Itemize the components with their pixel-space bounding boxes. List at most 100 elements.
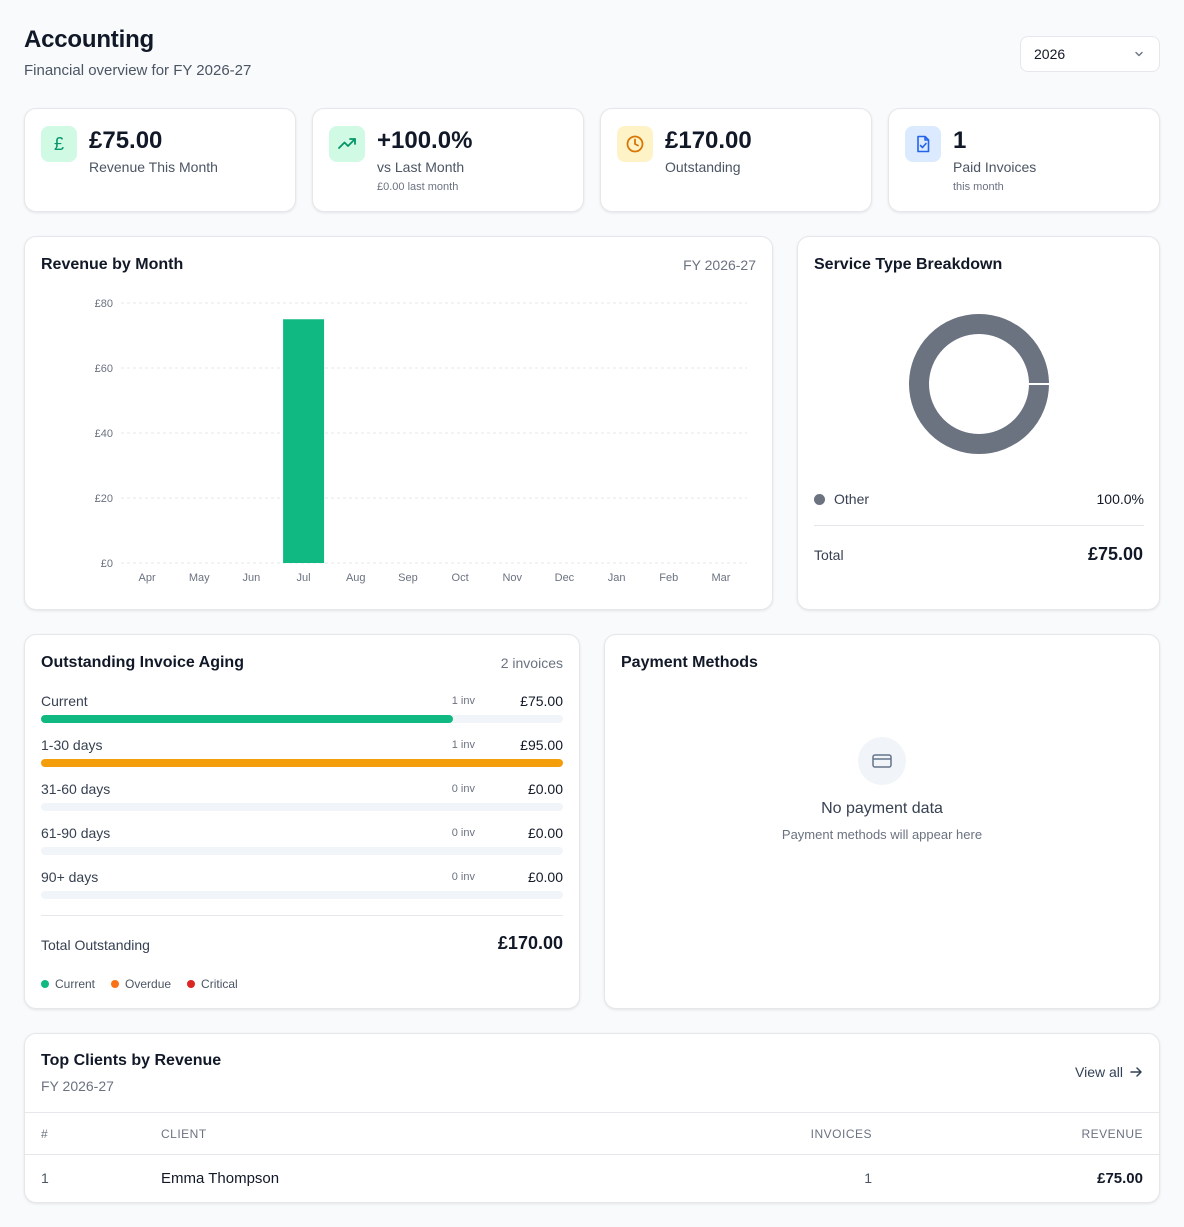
aging-count: 1 inv: [451, 739, 475, 751]
x-tick-label: Sep: [398, 572, 418, 584]
card-title: Top Clients by Revenue: [41, 1052, 222, 1069]
y-tick-label: £80: [95, 298, 113, 310]
aging-track: [41, 715, 563, 723]
divider: [814, 525, 1144, 526]
kpi-label: vs Last Month: [377, 159, 465, 175]
card-title: Revenue by Month: [41, 256, 184, 273]
x-tick-label: Nov: [502, 572, 522, 584]
legend-label: Critical: [201, 977, 238, 991]
column-header-rank: #: [41, 1127, 49, 1141]
legend-item-critical: Critical: [187, 977, 238, 991]
column-header-invoices: INVOICES: [810, 1127, 872, 1141]
view-all-link[interactable]: View all: [1075, 1064, 1143, 1080]
kpi-value: £75.00: [89, 127, 163, 154]
cell-client: Emma Thompson: [161, 1170, 280, 1187]
x-tick-label: Jun: [243, 572, 261, 584]
y-tick-label: £60: [95, 363, 113, 375]
donut-chart: [909, 314, 1050, 454]
aging-legend: Current Overdue Critical: [41, 977, 238, 991]
file-check-icon: [905, 126, 941, 162]
card-period: FY 2026-27: [41, 1078, 114, 1094]
invoice-count: 2 invoices: [500, 655, 563, 671]
kpi-vs-last-month: +100.0% vs Last Month £0.00 last month: [312, 108, 584, 212]
legend-percent: 100.0%: [1096, 491, 1144, 507]
kpi-label: Paid Invoices: [953, 159, 1037, 175]
legend-label: Other: [834, 491, 870, 507]
aging-label: 90+ days: [41, 869, 99, 885]
clock-icon: [617, 126, 653, 162]
y-tick-label: £20: [95, 493, 113, 505]
aging-row-31-60: 31-60 days 0 inv £0.00: [41, 781, 563, 825]
bar-jul[interactable]: [283, 319, 325, 563]
credit-card-icon: [858, 737, 906, 785]
x-tick-label: Aug: [346, 572, 366, 584]
y-tick-label: £0: [101, 558, 113, 570]
aging-bar: [41, 715, 454, 723]
aging-label: 1-30 days: [41, 737, 103, 753]
kpi-value: 1: [953, 127, 967, 154]
y-tick-label: £40: [95, 428, 113, 440]
revenue-bar-chart: £0 £20 £40 £60 £80 Apr May Jun Jul Aug Sep Oct Nov De…: [95, 298, 747, 584]
trending-up-icon: [329, 126, 365, 162]
payment-methods-card: Payment Methods No payment data Payment …: [604, 634, 1160, 1009]
kpi-revenue-this-month: £ £75.00 Revenue This Month: [24, 108, 296, 212]
aging-bar: [41, 759, 563, 767]
x-tick-label: Oct: [452, 572, 469, 584]
column-header-client: CLIENT: [161, 1127, 207, 1141]
kpi-label: Revenue This Month: [89, 159, 218, 175]
card-title: Payment Methods: [621, 654, 758, 671]
cell-rank: 1: [41, 1170, 49, 1186]
card-title: Service Type Breakdown: [814, 256, 1003, 273]
page-title: Accounting: [24, 26, 154, 53]
legend-dot: [187, 980, 196, 988]
aging-count: 0 inv: [451, 827, 475, 839]
year-select[interactable]: 2026: [1020, 36, 1160, 72]
total-value: £75.00: [1087, 544, 1143, 564]
legend-item-current: Current: [41, 977, 95, 991]
aging-row-1-30: 1-30 days 1 inv £95.00: [41, 737, 563, 781]
aging-track: [41, 891, 563, 899]
aging-row-90-plus: 90+ days 0 inv £0.00: [41, 869, 563, 913]
kpi-value: £170.00: [665, 127, 752, 154]
donut-slice-other[interactable]: [909, 314, 1049, 454]
legend-dot: [111, 980, 120, 988]
empty-state-subtitle: Payment methods will appear here: [781, 827, 983, 842]
aging-amount: £95.00: [520, 737, 563, 753]
svg-text:£: £: [54, 134, 64, 154]
view-all-label: View all: [1075, 1064, 1123, 1080]
total-label: Total: [814, 547, 844, 563]
invoice-aging-card: Outstanding Invoice Aging 2 invoices Cur…: [24, 634, 580, 1009]
aging-count: 0 inv: [451, 871, 475, 883]
x-tick-label: Mar: [711, 572, 730, 584]
legend-dot: [814, 493, 825, 505]
kpi-label: Outstanding: [665, 159, 741, 175]
empty-state-title: No payment data: [821, 800, 943, 817]
legend-item-overdue: Overdue: [111, 977, 171, 991]
service-type-card: Service Type Breakdown Other 100.0% Tota…: [797, 236, 1160, 610]
total-outstanding-value: £170.00: [497, 933, 563, 953]
aging-amount: £0.00: [527, 781, 563, 797]
total-outstanding-label: Total Outstanding: [41, 937, 150, 953]
table-divider: [25, 1112, 1159, 1113]
top-clients-card: Top Clients by Revenue FY 2026-27 View a…: [24, 1033, 1160, 1203]
aging-track: [41, 803, 563, 811]
year-select-value: 2026: [1034, 46, 1066, 62]
x-tick-label: Jan: [608, 572, 626, 584]
divider: [41, 915, 563, 916]
aging-label: 61-90 days: [41, 825, 111, 841]
aging-row-current: Current 1 inv £75.00: [41, 693, 563, 737]
kpi-outstanding: £170.00 Outstanding: [600, 108, 872, 212]
table-divider: [25, 1154, 1159, 1155]
aging-label: 31-60 days: [41, 781, 111, 797]
arrow-right-icon: [1130, 1067, 1142, 1077]
kpi-paid-invoices: 1 Paid Invoices this month: [888, 108, 1160, 212]
legend-label: Current: [55, 977, 96, 991]
kpi-value: +100.0%: [377, 127, 473, 154]
aging-row-61-90: 61-90 days 0 inv £0.00: [41, 825, 563, 869]
aging-amount: £0.00: [527, 825, 563, 841]
aging-count: 1 inv: [451, 695, 475, 707]
page-subtitle: Financial overview for FY 2026-27: [24, 62, 252, 79]
card-title: Outstanding Invoice Aging: [41, 654, 244, 671]
legend-label: Overdue: [125, 977, 172, 991]
aging-amount: £0.00: [527, 869, 563, 885]
